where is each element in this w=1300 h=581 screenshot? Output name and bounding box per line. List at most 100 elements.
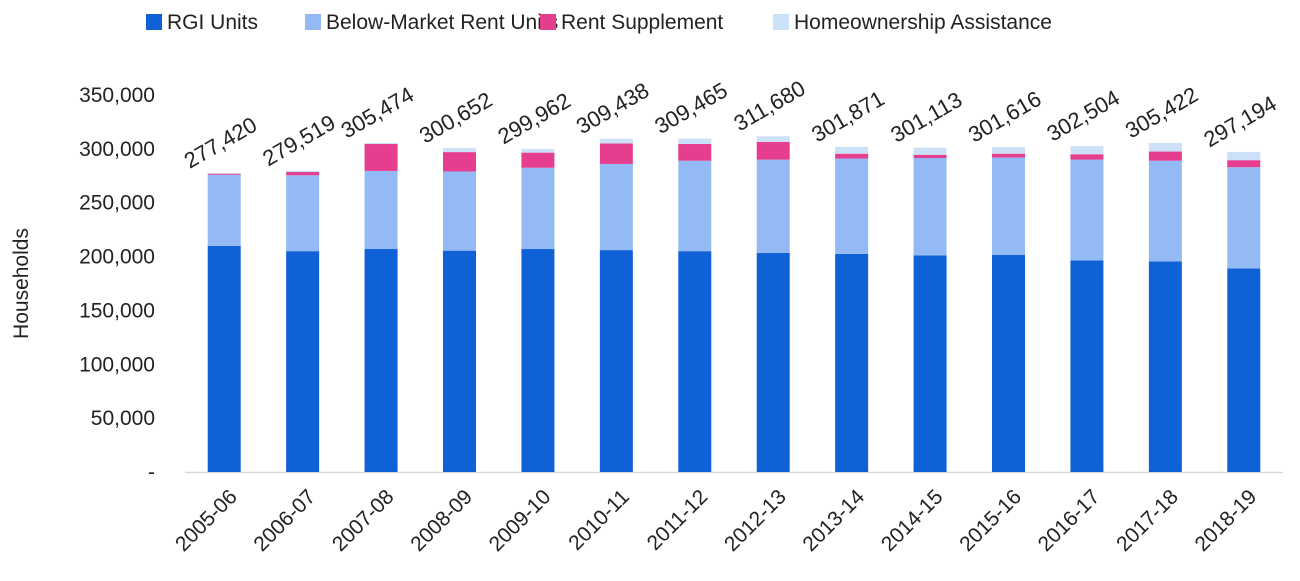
bar-segment-rent-supplement xyxy=(1070,154,1104,160)
x-tick-label: 2005-06 xyxy=(171,485,242,556)
bar-stack-2006-07 xyxy=(286,170,320,472)
chart-legend: RGI Units Below-Market Rent Units Rent Sup… xyxy=(146,11,1052,34)
legend-swatch xyxy=(305,14,321,30)
legend-label: Below-Market Rent Units xyxy=(326,11,558,34)
total-label: 309,438 xyxy=(572,77,653,138)
y-tick-label: 100,000 xyxy=(79,353,155,376)
x-tick-label: 2011-12 xyxy=(643,485,713,555)
bar-stack-2017-18 xyxy=(1148,143,1182,472)
bar-stack-2008-09 xyxy=(443,148,476,472)
bar-stack-2005-06 xyxy=(207,173,241,472)
bar-segment-rent-supplement xyxy=(756,141,790,160)
bar-segment-below-market-rent-units xyxy=(521,167,555,250)
bar-segment-rent-supplement xyxy=(1227,160,1261,168)
y-tick-label: 350,000 xyxy=(79,84,155,107)
bar-segment-below-market-rent-units xyxy=(992,157,1025,255)
bar-segment-rent-supplement xyxy=(992,153,1025,158)
total-labels: 277,420279,519305,474300,652299,962309,4… xyxy=(180,75,1281,173)
bar-stack-2009-10 xyxy=(521,148,555,472)
total-label: 297,194 xyxy=(1199,91,1280,152)
x-tick-label: 2009-10 xyxy=(485,485,556,556)
legend-label: Homeownership Assistance xyxy=(794,11,1052,34)
total-label: 311,680 xyxy=(729,75,809,136)
y-tick-label: 300,000 xyxy=(79,138,155,161)
total-label: 299,962 xyxy=(493,88,574,149)
bar-segment-rgi-units xyxy=(1227,268,1261,472)
bar-stack-2013-14 xyxy=(835,146,869,472)
total-label: 301,871 xyxy=(807,86,888,147)
bar-segment-rent-supplement xyxy=(1148,151,1182,161)
bar-segment-homeownership-assistance xyxy=(913,147,947,155)
bar-segment-homeownership-assistance xyxy=(1148,143,1182,152)
x-tick-label: 2006-07 xyxy=(249,485,320,556)
bar-segment-rgi-units xyxy=(443,250,476,472)
bar-segment-rent-supplement xyxy=(364,144,398,171)
bar-segment-rgi-units xyxy=(913,255,947,472)
legend-label: Rent Supplement xyxy=(561,11,723,34)
total-label: 277,420 xyxy=(180,112,261,173)
bar-segment-rgi-units xyxy=(1070,260,1104,472)
bar-segment-homeownership-assistance xyxy=(521,148,555,153)
bar-segment-below-market-rent-units xyxy=(835,158,869,254)
y-axis: - 50,000 100,000 150,000 200,000 250,000 300,0… xyxy=(79,84,155,484)
bar-segment-rent-supplement xyxy=(443,152,476,172)
x-tick-label: 2008-09 xyxy=(406,485,477,556)
bar-segment-rgi-units xyxy=(286,251,320,472)
x-tick-label: 2018-19 xyxy=(1191,485,1262,556)
x-tick-label: 2013-14 xyxy=(798,485,869,556)
bar-segment-rent-supplement xyxy=(286,172,320,176)
bar-segment-rgi-units xyxy=(364,249,398,472)
bar-segment-rgi-units xyxy=(992,254,1025,472)
x-tick-label: 2010-11 xyxy=(564,485,634,555)
total-label: 302,504 xyxy=(1042,85,1123,146)
y-tick-label: 150,000 xyxy=(79,299,155,322)
bar-segment-rent-supplement xyxy=(521,152,555,168)
x-tick-label: 2007-08 xyxy=(328,485,399,556)
legend-item-homeownership-assistance: Homeownership Assistance xyxy=(773,11,1052,34)
legend-label: RGI Units xyxy=(167,11,258,34)
legend-swatch xyxy=(773,14,789,30)
bar-segment-below-market-rent-units xyxy=(443,171,476,251)
x-tick-label: 2016-17 xyxy=(1034,485,1105,556)
legend-item-rent-supplement: Rent Supplement xyxy=(540,11,723,34)
bar-segment-rent-supplement xyxy=(678,144,712,161)
bar-segment-below-market-rent-units xyxy=(678,160,712,252)
bar-segment-below-market-rent-units xyxy=(1148,160,1182,262)
bar-segment-below-market-rent-units xyxy=(599,163,633,251)
legend-item-below-market-rent-units: Below-Market Rent Units xyxy=(305,11,558,34)
total-label: 309,465 xyxy=(650,77,731,138)
bar-segment-below-market-rent-units xyxy=(207,174,241,246)
bar-segment-below-market-rent-units xyxy=(1070,159,1104,261)
bar-segment-homeownership-assistance xyxy=(286,170,320,173)
bar-stack-2007-08 xyxy=(364,142,398,472)
legend-item-rgi-units: RGI Units xyxy=(146,11,258,34)
bars xyxy=(207,136,1261,472)
bar-segment-rent-supplement xyxy=(835,153,869,159)
bar-stack-2010-11 xyxy=(599,138,633,472)
bar-segment-rgi-units xyxy=(756,252,790,472)
x-tick-label: 2012-13 xyxy=(720,485,791,556)
y-tick-label: 200,000 xyxy=(79,246,155,269)
bar-segment-below-market-rent-units xyxy=(756,159,790,253)
total-label: 279,519 xyxy=(258,110,339,171)
y-tick-label: - xyxy=(148,461,155,484)
bar-segment-homeownership-assistance xyxy=(1070,146,1104,155)
bar-segment-rent-supplement xyxy=(207,173,241,175)
bar-segment-homeownership-assistance xyxy=(443,148,476,153)
bar-segment-rent-supplement xyxy=(599,143,633,164)
total-label: 300,652 xyxy=(415,87,496,148)
total-label: 301,113 xyxy=(886,87,966,148)
bar-segment-homeownership-assistance xyxy=(835,146,869,154)
bar-stack-2014-15 xyxy=(913,147,947,472)
legend-swatch xyxy=(540,14,556,30)
x-tick-label: 2015-16 xyxy=(955,485,1026,556)
bar-segment-rgi-units xyxy=(1148,261,1182,472)
x-axis: 2005-06 2006-07 2007-08 2008-09 2009-10 2010-… xyxy=(171,485,1261,556)
bar-stack-2012-13 xyxy=(756,136,790,472)
x-tick-label: 2014-15 xyxy=(877,485,948,556)
bar-segment-rgi-units xyxy=(521,249,555,472)
bar-stack-2018-19 xyxy=(1227,151,1261,472)
bar-stack-2016-17 xyxy=(1070,146,1104,472)
bar-segment-below-market-rent-units xyxy=(364,170,398,250)
bar-stack-2011-12 xyxy=(678,138,712,472)
